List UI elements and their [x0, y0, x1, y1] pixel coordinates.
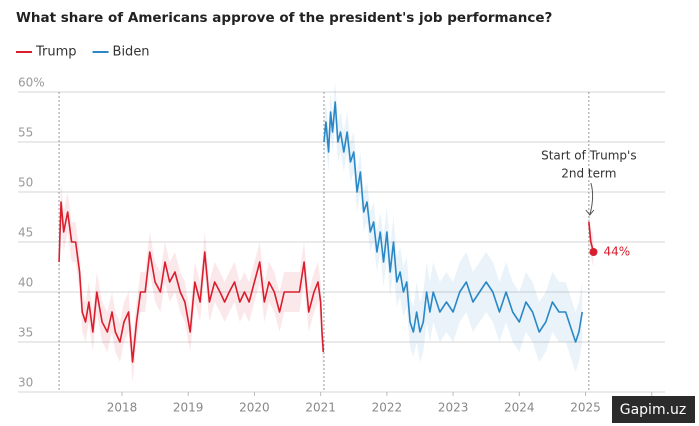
x-tick-label: 2018 [107, 401, 138, 415]
value-label: 44% [603, 245, 630, 259]
legend-label: Biden [113, 45, 150, 60]
x-tick-label: 2024 [504, 401, 535, 415]
watermark: Gapim.uz [620, 402, 687, 418]
x-tick-label: 2021 [305, 401, 336, 415]
y-tick-label: 60% [18, 76, 45, 90]
y-tick-label: 50 [18, 176, 33, 190]
legend-label: Trump [35, 45, 77, 60]
annotation-arrow [585, 182, 595, 216]
x-tick-label: 2019 [173, 401, 204, 415]
x-tick-label: 2020 [239, 401, 270, 415]
watermark-box [612, 396, 695, 423]
series-line [58, 201, 325, 363]
y-tick-label: 45 [18, 226, 33, 240]
annotation-text: 2nd term [561, 167, 616, 181]
y-tick-label: 55 [18, 126, 33, 140]
end-point [589, 248, 598, 256]
x-tick-label: 2023 [438, 401, 469, 415]
annotation-text: Start of Trump's [541, 149, 636, 163]
y-tick-label: 30 [18, 376, 33, 390]
chart-title: What share of Americans approve of the p… [16, 10, 552, 26]
x-tick-label: 2025 [570, 401, 601, 415]
series-line [323, 101, 584, 343]
y-tick-label: 35 [18, 326, 33, 340]
y-tick-label: 40 [18, 276, 33, 290]
confidence-band [323, 82, 583, 372]
confidence-band [59, 182, 324, 382]
x-tick-label: 2022 [372, 401, 403, 415]
